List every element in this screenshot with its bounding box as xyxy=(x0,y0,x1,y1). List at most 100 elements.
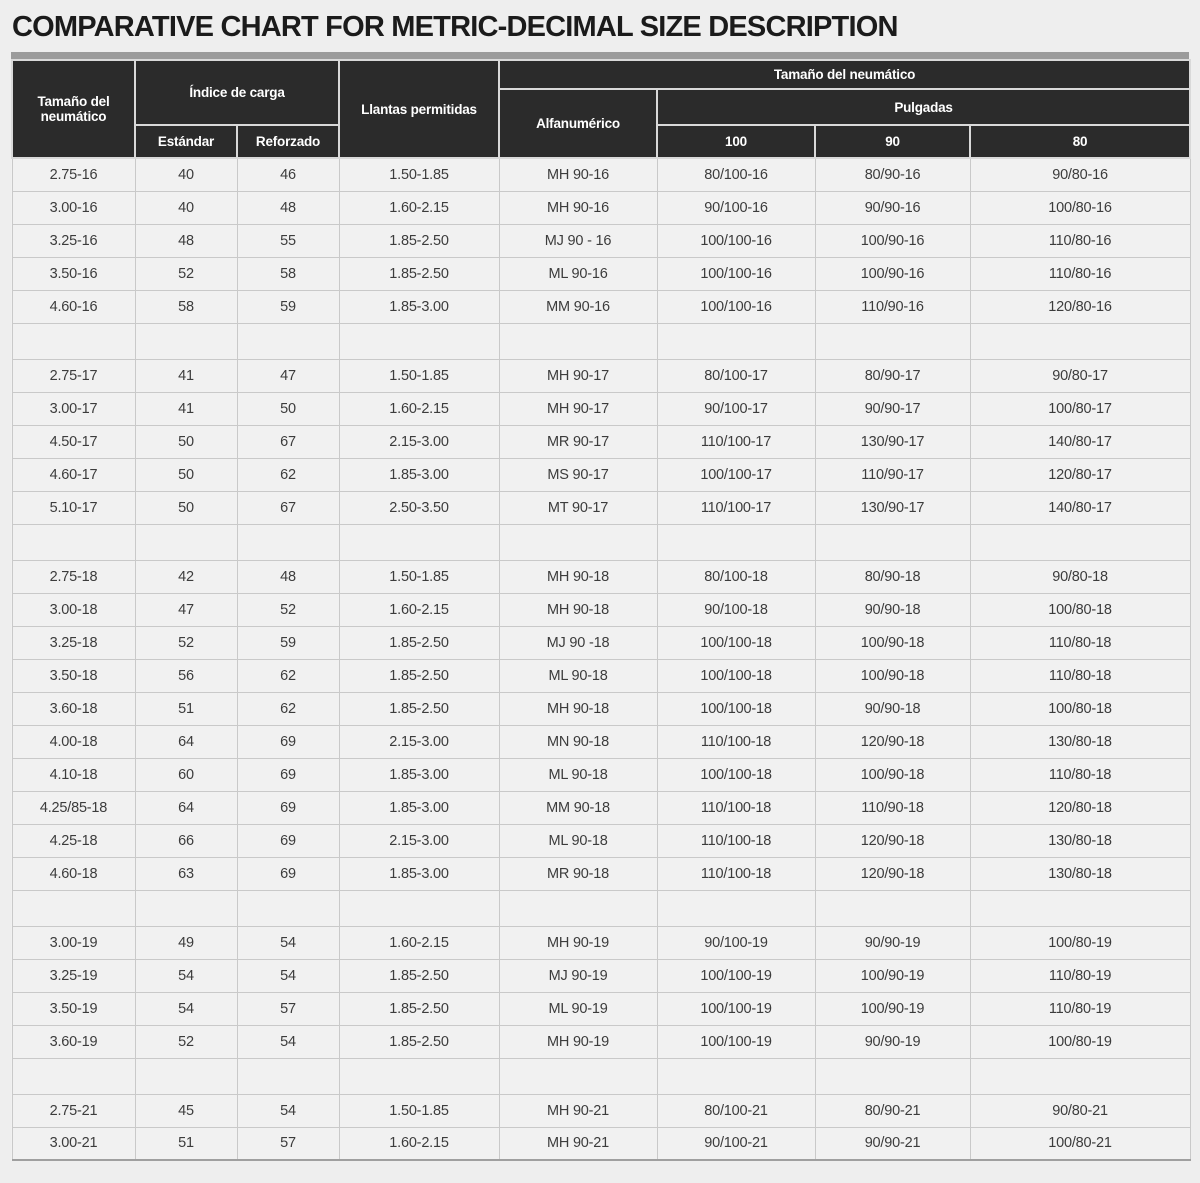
cell: 90/100-16 xyxy=(656,190,816,225)
cell: 47 xyxy=(134,592,238,627)
cell: 1.85-3.00 xyxy=(338,856,500,891)
cell: 100/80-18 xyxy=(969,691,1191,726)
cell: MN 90-18 xyxy=(498,724,658,759)
cell: 52 xyxy=(236,592,340,627)
cell: 67 xyxy=(236,490,340,525)
cell: 90/90-18 xyxy=(814,691,971,726)
cell: 100/100-19 xyxy=(656,1024,816,1059)
cell: MJ 90 - 16 xyxy=(498,223,658,258)
cell: 90/90-21 xyxy=(814,1126,971,1161)
cell: 3.60-18 xyxy=(11,691,136,726)
cell: 51 xyxy=(134,691,238,726)
header-rims-allowed: Llantas permitidas xyxy=(338,59,501,159)
cell: 66 xyxy=(134,823,238,858)
cell: 54 xyxy=(134,991,238,1026)
cell: 69 xyxy=(236,757,340,792)
cell: 41 xyxy=(134,391,238,426)
empty-cell xyxy=(236,322,340,360)
cell: 100/100-18 xyxy=(656,691,816,726)
cell: 52 xyxy=(134,1024,238,1059)
cell: 2.75-16 xyxy=(11,157,136,192)
cell: 3.00-21 xyxy=(11,1126,136,1161)
cell: 67 xyxy=(236,424,340,459)
cell: 3.50-18 xyxy=(11,658,136,693)
empty-cell xyxy=(338,889,500,927)
cell: 120/80-17 xyxy=(969,457,1191,492)
cell: 54 xyxy=(134,958,238,993)
cell: MH 90-19 xyxy=(498,1024,658,1059)
cell: 110/80-18 xyxy=(969,625,1191,660)
cell: 80/90-21 xyxy=(814,1093,971,1128)
table-row: 4.50-17 50 67 2.15-3.00 MR 90-17 110/100-17 13… xyxy=(11,424,1191,459)
cell: 2.15-3.00 xyxy=(338,823,500,858)
header-tire-size-metric: Tamaño del neumático xyxy=(11,59,136,159)
cell: 58 xyxy=(134,289,238,324)
cell: 90/100-18 xyxy=(656,592,816,627)
cell: 110/100-18 xyxy=(656,823,816,858)
cell: 58 xyxy=(236,256,340,291)
empty-cell xyxy=(338,322,500,360)
cell: 54 xyxy=(236,925,340,960)
table-row: 3.25-16 48 55 1.85-2.50 MJ 90 - 16 100/100-16… xyxy=(11,223,1191,258)
cell: MH 90-17 xyxy=(498,391,658,426)
table-row: 3.60-18 51 62 1.85-2.50 MH 90-18 100/100-18 90… xyxy=(11,691,1191,726)
table-row: 2.75-21 45 54 1.50-1.85 MH 90-21 80/100-21 80/… xyxy=(11,1093,1191,1128)
empty-cell xyxy=(134,322,238,360)
header-alphanumeric: Alfanumérico xyxy=(498,88,659,159)
cell: MH 90-21 xyxy=(498,1126,658,1161)
cell: 3.00-19 xyxy=(11,925,136,960)
cell: MH 90-16 xyxy=(498,190,658,225)
cell: 100/90-16 xyxy=(814,256,971,291)
cell: 140/80-17 xyxy=(969,424,1191,459)
header-inch-90: 90 xyxy=(814,124,972,159)
cell: 4.25/85-18 xyxy=(11,790,136,825)
empty-cell xyxy=(498,322,658,360)
comparison-table: Tamaño del neumático Índice de carga Lla… xyxy=(11,59,1192,1161)
cell: 120/90-18 xyxy=(814,724,971,759)
table-row: 2.75-18 42 48 1.50-1.85 MH 90-18 80/100-18 80/… xyxy=(11,559,1191,594)
empty-cell xyxy=(134,889,238,927)
cell: 1.60-2.15 xyxy=(338,190,500,225)
cell: ML 90-18 xyxy=(498,757,658,792)
cell: 62 xyxy=(236,457,340,492)
cell: 100/100-16 xyxy=(656,289,816,324)
cell: 2.15-3.00 xyxy=(338,724,500,759)
cell: 1.85-3.00 xyxy=(338,790,500,825)
cell: 100/80-17 xyxy=(969,391,1191,426)
table-top-accent-bar xyxy=(11,52,1189,59)
cell: 1.85-3.00 xyxy=(338,757,500,792)
cell: 110/80-18 xyxy=(969,658,1191,693)
cell: 3.25-19 xyxy=(11,958,136,993)
cell: 59 xyxy=(236,625,340,660)
cell: MH 90-18 xyxy=(498,559,658,594)
cell: 50 xyxy=(236,391,340,426)
separator-row xyxy=(11,1057,1191,1095)
cell: 100/90-18 xyxy=(814,757,971,792)
cell: 62 xyxy=(236,691,340,726)
cell: 4.60-17 xyxy=(11,457,136,492)
empty-cell xyxy=(11,1057,136,1095)
cell: 4.60-16 xyxy=(11,289,136,324)
cell: 110/80-16 xyxy=(969,256,1191,291)
cell: 52 xyxy=(134,625,238,660)
cell: 60 xyxy=(134,757,238,792)
empty-cell xyxy=(11,523,136,561)
cell: 90/90-18 xyxy=(814,592,971,627)
table-row: 4.60-18 63 69 1.85-3.00 MR 90-18 110/100-18 12… xyxy=(11,856,1191,891)
cell: 90/80-18 xyxy=(969,559,1191,594)
cell: MJ 90-19 xyxy=(498,958,658,993)
empty-cell xyxy=(236,889,340,927)
cell: 57 xyxy=(236,1126,340,1161)
cell: 50 xyxy=(134,457,238,492)
header-inches: Pulgadas xyxy=(656,88,1192,126)
cell: 80/100-21 xyxy=(656,1093,816,1128)
empty-cell xyxy=(498,1057,658,1095)
cell: 100/90-19 xyxy=(814,958,971,993)
cell: 110/100-18 xyxy=(656,790,816,825)
cell: 2.75-17 xyxy=(11,358,136,393)
empty-cell xyxy=(969,322,1191,360)
table-row: 4.25-18 66 69 2.15-3.00 ML 90-18 110/100-18 12… xyxy=(11,823,1191,858)
cell: 2.50-3.50 xyxy=(338,490,500,525)
empty-cell xyxy=(498,889,658,927)
